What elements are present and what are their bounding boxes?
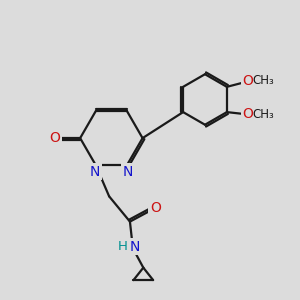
Text: N: N	[122, 165, 133, 179]
Text: CH₃: CH₃	[253, 108, 274, 121]
Text: H: H	[118, 240, 128, 254]
Text: O: O	[50, 131, 60, 145]
Text: CH₃: CH₃	[253, 74, 274, 87]
Text: N: N	[129, 240, 140, 254]
Text: N: N	[90, 165, 100, 179]
Text: O: O	[242, 107, 253, 122]
Text: O: O	[242, 74, 253, 88]
Text: O: O	[150, 201, 160, 215]
